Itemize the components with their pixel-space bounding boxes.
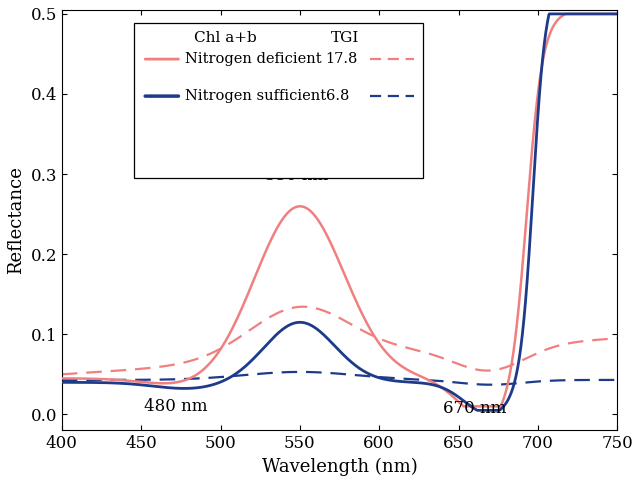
Text: 6.8: 6.8 (326, 89, 349, 103)
X-axis label: Wavelength (nm): Wavelength (nm) (262, 458, 417, 476)
Text: 480 nm: 480 nm (145, 398, 208, 415)
Bar (134, 23, 423, 178)
Text: Chl a+b: Chl a+b (195, 30, 257, 44)
Text: TGI: TGI (331, 30, 359, 44)
Text: 670 nm: 670 nm (443, 400, 506, 417)
Y-axis label: Reflectance: Reflectance (7, 166, 25, 274)
Text: Nitrogen sufficient: Nitrogen sufficient (185, 89, 326, 103)
Text: 550 nm: 550 nm (265, 167, 328, 184)
Text: 17.8: 17.8 (326, 52, 358, 66)
Text: Nitrogen deficient: Nitrogen deficient (185, 52, 322, 66)
